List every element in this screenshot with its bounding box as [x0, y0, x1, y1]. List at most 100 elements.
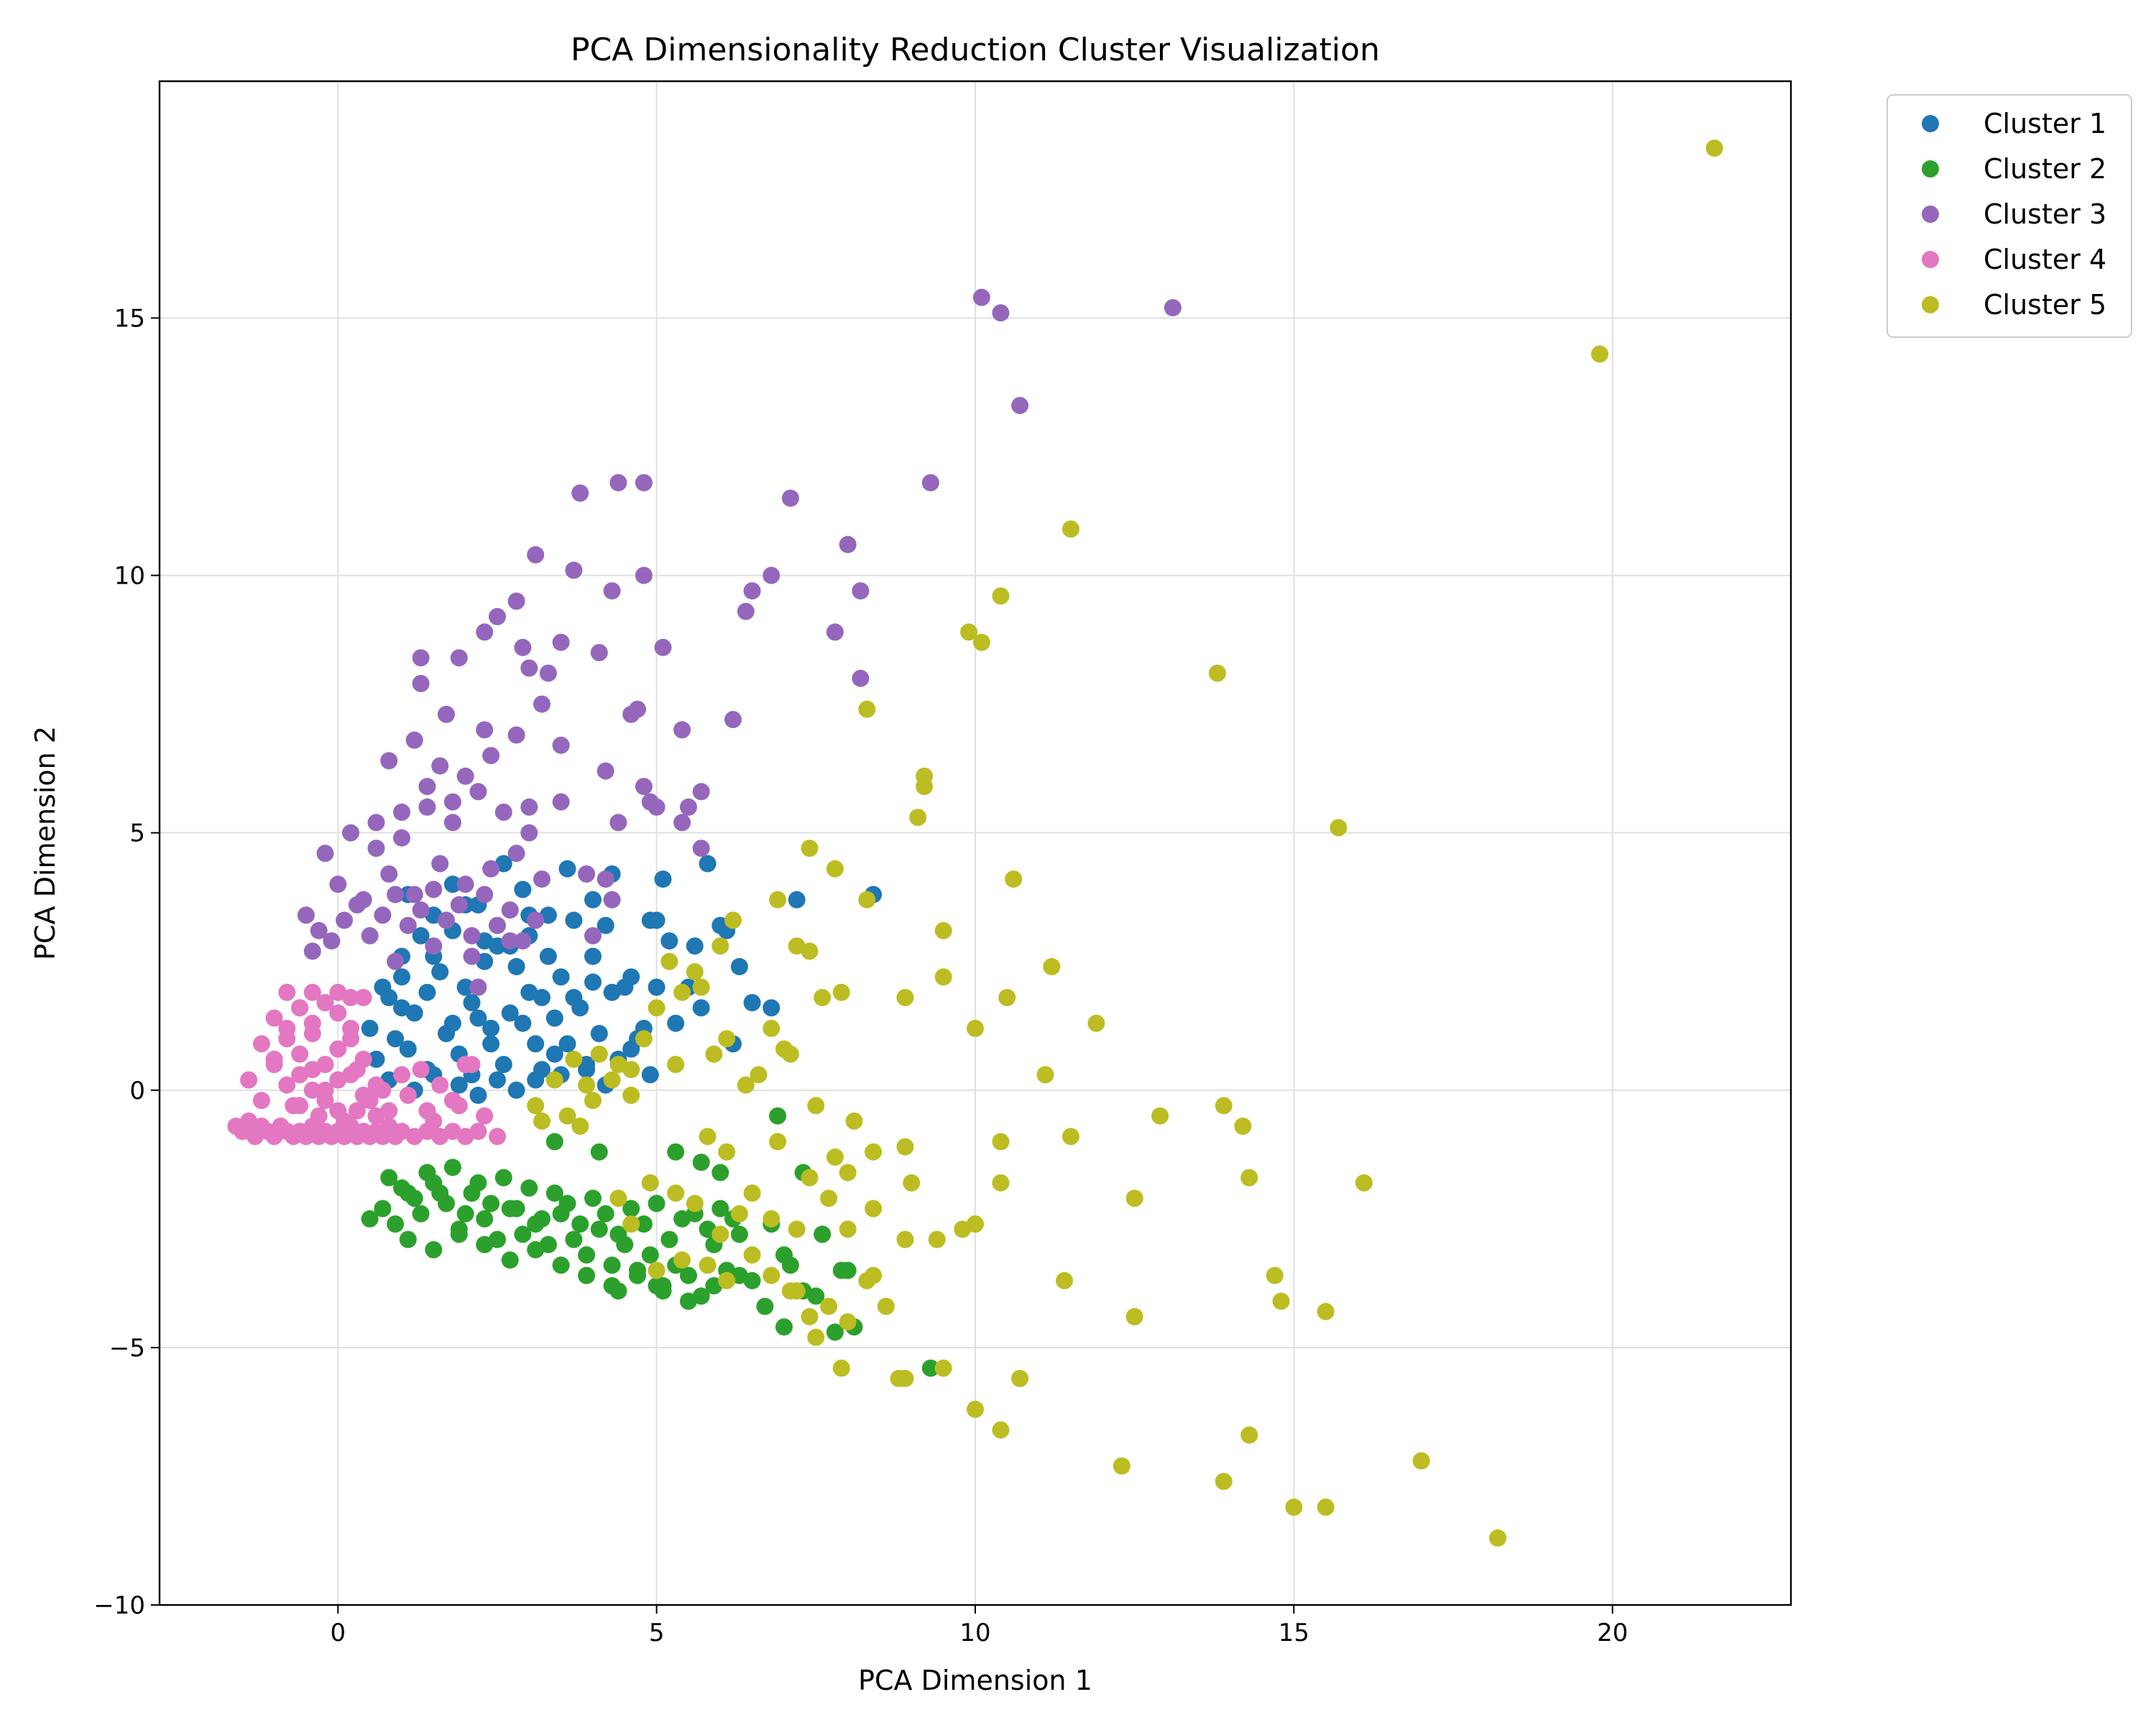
data-point: [1317, 1498, 1335, 1516]
data-point: [565, 1230, 583, 1248]
data-point: [692, 840, 710, 857]
data-point: [730, 1225, 748, 1243]
data-point: [291, 1066, 309, 1084]
data-point: [590, 1025, 608, 1042]
data-point: [558, 1035, 576, 1053]
data-point: [967, 1400, 984, 1418]
data-point: [303, 983, 321, 1001]
data-point: [629, 1261, 646, 1279]
data-point: [545, 1009, 563, 1027]
data-point: [514, 932, 532, 950]
data-point: [303, 1081, 321, 1099]
data-point: [807, 1097, 825, 1115]
data-point: [992, 304, 1010, 322]
data-point: [635, 474, 653, 492]
data-point: [533, 1061, 550, 1079]
data-point: [622, 705, 640, 723]
data-point: [635, 1215, 653, 1233]
data-point: [489, 916, 506, 934]
data-point: [431, 757, 449, 775]
data-point: [558, 860, 576, 878]
data-point: [814, 1225, 831, 1243]
data-point: [603, 891, 621, 908]
data-point: [711, 1164, 729, 1182]
data-point: [571, 1117, 589, 1135]
data-point: [596, 1205, 614, 1223]
data-point: [648, 999, 665, 1017]
data-point: [730, 957, 748, 975]
legend-marker: [1922, 296, 1939, 313]
data-point: [686, 937, 704, 955]
data-point: [654, 638, 672, 656]
data-point: [737, 1076, 755, 1094]
data-point: [425, 937, 443, 955]
data-point: [673, 1251, 691, 1269]
data-points: [227, 139, 1723, 1547]
data-point: [456, 978, 474, 996]
data-point: [909, 809, 927, 827]
data-point: [545, 1045, 563, 1063]
data-point: [336, 911, 354, 929]
data-point: [431, 1076, 449, 1094]
data-point: [348, 1061, 366, 1079]
data-point: [571, 484, 589, 502]
data-point: [1705, 139, 1723, 157]
data-point: [431, 855, 449, 873]
y-tick-label: −5: [109, 1334, 145, 1363]
data-point: [533, 870, 550, 888]
data-point: [443, 875, 461, 893]
data-point: [781, 489, 799, 507]
data-point: [967, 1019, 984, 1037]
data-point: [801, 840, 819, 857]
data-point: [807, 1328, 825, 1346]
data-point: [405, 1190, 423, 1208]
data-point: [1317, 1302, 1335, 1320]
data-point: [565, 988, 583, 1006]
data-point: [832, 1359, 850, 1377]
data-point: [1062, 520, 1079, 538]
data-point: [399, 1040, 417, 1058]
data-point: [852, 669, 870, 687]
data-point: [425, 880, 443, 898]
data-point: [303, 942, 321, 960]
data-point: [469, 1009, 487, 1027]
data-point: [686, 1195, 704, 1213]
data-point: [743, 994, 761, 1011]
data-point: [1043, 957, 1061, 975]
data-point: [310, 1107, 328, 1125]
data-point: [699, 1128, 717, 1146]
data-point: [769, 891, 787, 908]
y-tick-label: −10: [93, 1591, 145, 1620]
data-point: [418, 1164, 436, 1182]
data-point: [896, 988, 914, 1006]
data-point: [482, 747, 500, 765]
data-point: [763, 1210, 780, 1228]
data-point: [387, 1215, 405, 1233]
data-point: [1330, 819, 1348, 837]
data-point: [476, 721, 494, 739]
data-point: [252, 1035, 270, 1053]
data-point: [494, 804, 512, 821]
data-point: [769, 1107, 787, 1125]
data-point: [489, 1128, 506, 1146]
data-point: [329, 1004, 347, 1022]
data-point: [552, 736, 570, 754]
data-point: [921, 1359, 939, 1377]
data-point: [1240, 1426, 1258, 1444]
data-point: [418, 798, 436, 816]
data-point: [635, 1030, 653, 1048]
data-point: [788, 1220, 806, 1238]
data-point: [443, 814, 461, 832]
data-point: [476, 886, 494, 903]
data-point: [443, 1159, 461, 1177]
data-point: [635, 778, 653, 796]
data-point: [667, 1184, 685, 1202]
data-point: [960, 623, 978, 641]
data-point: [565, 561, 583, 579]
data-point: [692, 999, 710, 1017]
data-point: [520, 1179, 538, 1197]
data-point: [916, 778, 934, 796]
data-point: [393, 829, 410, 847]
data-point: [826, 623, 844, 641]
data-point: [839, 535, 857, 553]
